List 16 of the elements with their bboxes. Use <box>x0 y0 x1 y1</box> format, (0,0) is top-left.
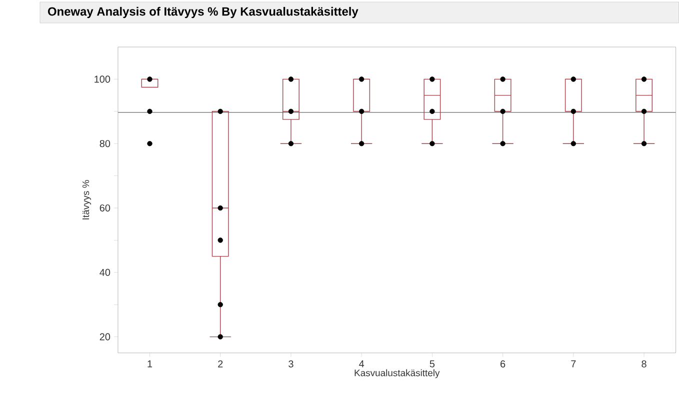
y-tick-label: 80 <box>100 140 110 148</box>
x-tick-label: 1 <box>148 360 152 368</box>
x-axis-title: Kasvualustakäsittely <box>354 369 440 378</box>
x-tick-label: 5 <box>430 360 435 368</box>
x-tick-label: 4 <box>359 360 364 368</box>
y-tick-label: 60 <box>100 204 110 212</box>
y-tick-label: 40 <box>100 268 110 276</box>
chart-title: Oneway Analysis of Itävyys % By Kasvualustakäsittely <box>48 6 358 18</box>
y-tick-label: 100 <box>94 76 110 83</box>
x-tick-label: 2 <box>218 360 223 368</box>
x-tick-label: 7 <box>571 360 576 368</box>
x-tick-label: 6 <box>500 360 506 368</box>
x-tick-label: 3 <box>288 360 294 368</box>
y-tick-label: 20 <box>100 333 110 340</box>
x-tick-label: 8 <box>642 360 646 368</box>
y-axis-title: Itävyys % <box>82 180 91 220</box>
